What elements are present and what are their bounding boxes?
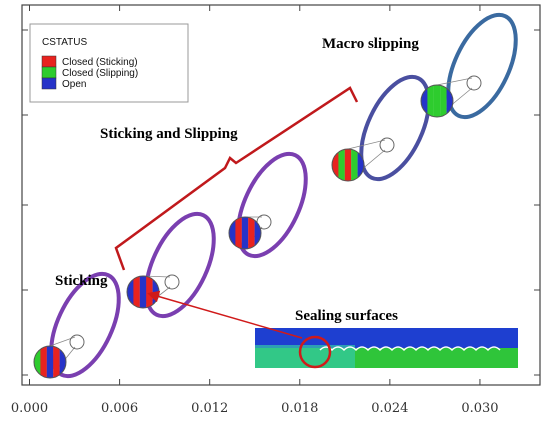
zoom-target: [69, 334, 85, 350]
stripe: [53, 346, 60, 378]
x-tick-label: 0.000: [11, 401, 48, 416]
stripe: [241, 217, 249, 249]
stripe: [139, 276, 147, 308]
stripe: [433, 85, 441, 117]
stripe: [127, 276, 134, 308]
zoom-circle: [421, 85, 453, 117]
zoom-line: [436, 77, 473, 86]
zoom-target: [466, 75, 482, 91]
stripe: [254, 217, 261, 249]
y-ticks: [22, 29, 540, 376]
legend-label: Open: [62, 79, 86, 90]
stripe: [59, 346, 66, 378]
stripe: [235, 217, 242, 249]
legend-swatch: [41, 77, 57, 90]
zoom-line: [347, 139, 386, 150]
ring: [236, 151, 308, 259]
ring: [144, 211, 216, 319]
x-tick-label: 0.012: [191, 401, 228, 416]
legend: CSTATUS Closed (Sticking)Closed (Slippin…: [29, 23, 189, 103]
label-sticking-slipping: Sticking and Slipping: [100, 126, 238, 142]
zoom-outline: [420, 84, 454, 118]
stripe: [446, 85, 453, 117]
zoom-target: [379, 137, 395, 153]
arrow: [147, 290, 303, 339]
bracket: [114, 86, 359, 271]
stripe: [440, 85, 447, 117]
zoom-circle: [229, 217, 261, 249]
x-tick-label: 0.018: [281, 401, 318, 416]
label-macro-slipping: Macro slipping: [322, 36, 419, 52]
legend-box: [29, 23, 189, 103]
x-tick-label: 0.024: [371, 401, 408, 416]
legend-swatch: [41, 55, 57, 68]
label-sealing-surfaces: Sealing surfaces: [295, 308, 398, 324]
zoom-outline: [331, 148, 365, 182]
sealing-inset: [255, 328, 518, 369]
legend-label: Closed (Sticking): [62, 57, 138, 68]
stripe: [338, 149, 345, 181]
stripe: [40, 346, 47, 378]
zoom-outline: [228, 216, 262, 250]
stripe: [357, 149, 364, 181]
stripe: [427, 85, 434, 117]
legend-title: CSTATUS: [42, 37, 88, 48]
stripe: [229, 217, 236, 249]
stripe: [133, 276, 140, 308]
zoom-target: [164, 274, 180, 290]
stripe: [146, 276, 153, 308]
ring: [446, 12, 518, 120]
stripe: [421, 85, 428, 117]
ring: [49, 271, 121, 379]
stripe: [248, 217, 255, 249]
label-sticking: Sticking: [55, 273, 108, 289]
zoom-circle: [332, 149, 364, 181]
stripe: [34, 346, 41, 378]
stripe: [332, 149, 339, 181]
zoom-outline: [33, 345, 67, 379]
ring: [359, 74, 431, 182]
legend-label: Closed (Slipping): [62, 68, 138, 79]
zoom-circle: [34, 346, 66, 378]
x-tick-label: 0.006: [101, 401, 138, 416]
legend-swatch: [41, 66, 57, 79]
x-tick-label: 0.030: [461, 401, 498, 416]
stripe: [46, 346, 54, 378]
stripe: [351, 149, 358, 181]
stripe: [344, 149, 352, 181]
